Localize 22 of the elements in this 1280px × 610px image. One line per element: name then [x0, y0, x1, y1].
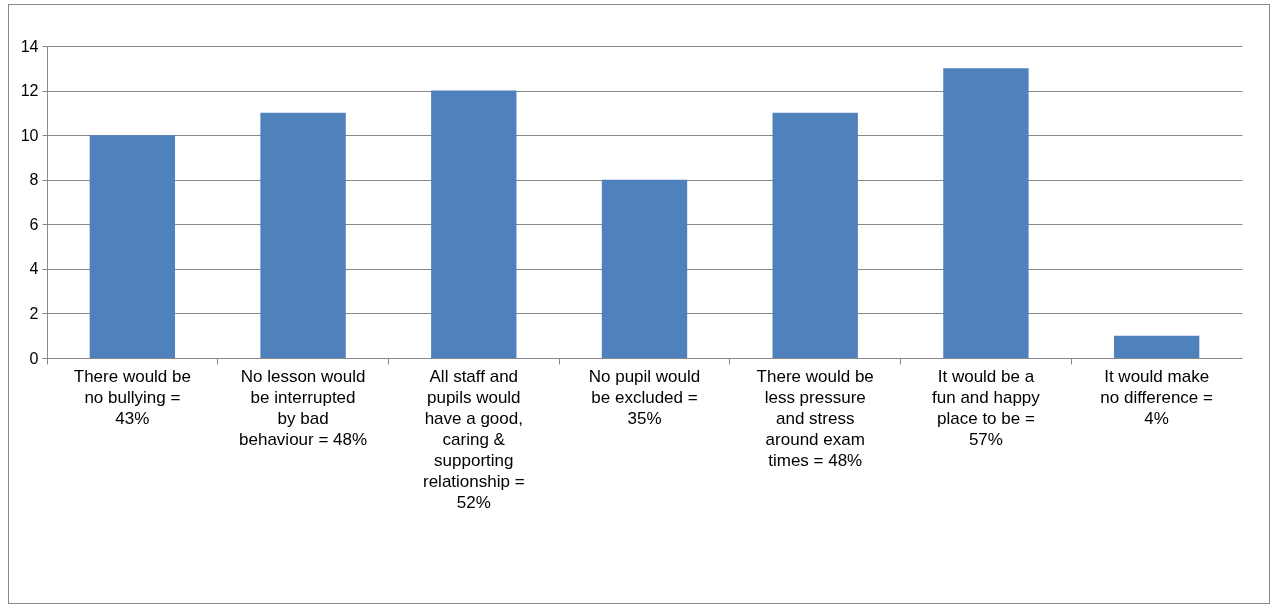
y-tick-label: 8 — [29, 171, 39, 189]
bar — [89, 135, 176, 358]
x-tick-label: It would be a fun and happy place to be = 57% — [932, 366, 1041, 449]
x-tick-label: No lesson would be interrupted by bad behaviour = 48% — [239, 366, 368, 449]
bar — [772, 112, 858, 358]
bar — [601, 179, 688, 358]
y-tick-label: 14 — [20, 37, 39, 55]
x-tick-label: There would be no bullying = 43% — [73, 366, 191, 428]
bar — [260, 112, 346, 358]
y-tick-label: 6 — [29, 215, 39, 233]
x-tick-label: All staff and pupils would have a good, caring & supporting relationship = 52% — [422, 366, 525, 512]
x-tick-label: It would make no difference = 4% — [1100, 366, 1214, 428]
y-tick-label: 4 — [29, 260, 39, 278]
bar — [943, 68, 1029, 358]
x-tick-label: No pupil would be excluded = 35% — [588, 366, 701, 428]
bar — [1113, 335, 1200, 358]
x-tick-label: There would be less pressure and stress around exam times = 48% — [756, 366, 874, 470]
y-tick-label: 0 — [29, 349, 39, 367]
bar — [431, 90, 517, 358]
y-tick-label: 2 — [29, 304, 39, 322]
y-tick-label: 10 — [20, 126, 39, 144]
y-tick-label: 12 — [20, 82, 39, 100]
